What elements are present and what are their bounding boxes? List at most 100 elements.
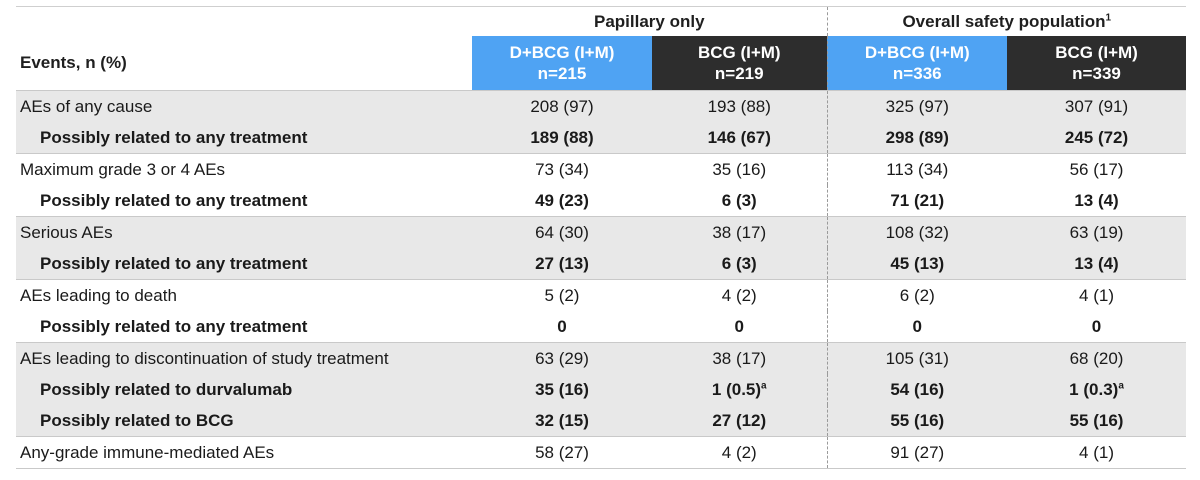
value-text: 58 (27)	[535, 442, 589, 462]
value-text: 298 (89)	[885, 127, 949, 147]
arm-n: n=219	[714, 64, 764, 83]
row-label: Possibly related to BCG	[16, 405, 472, 437]
arm-n: n=339	[1072, 64, 1121, 83]
value-text: 54 (16)	[890, 379, 945, 399]
value-text: 38 (17)	[712, 222, 767, 242]
value-cell: 58 (27)	[472, 436, 652, 469]
value-text: 91 (27)	[890, 442, 945, 462]
value-cell: 0	[1007, 311, 1186, 343]
value-cell: 1 (0.5)a	[652, 374, 828, 405]
value-cell: 63 (19)	[1007, 216, 1187, 248]
table-row: Possibly related to any treatment 189 (88…	[16, 122, 1187, 154]
value-cell: 38 (17)	[652, 342, 828, 374]
value-text: 35 (16)	[535, 379, 589, 399]
value-cell: 38 (17)	[652, 216, 828, 248]
value-text: 13 (4)	[1074, 190, 1119, 210]
value-cell: 208 (97)	[472, 90, 652, 122]
value-text: 0	[1091, 316, 1102, 336]
table-row: Possibly related to BCG 32 (15) 27 (12) 55 …	[16, 405, 1187, 437]
footnote-marker: a	[761, 379, 767, 391]
value-text: 105 (31)	[885, 348, 949, 368]
value-cell: 54 (16)	[826, 374, 1008, 405]
value-cell: 0	[652, 311, 827, 343]
value-cell: 325 (97)	[826, 90, 1008, 122]
value-cell: 71 (21)	[826, 185, 1008, 217]
table-row: Possibly related to any treatment 49 (23)…	[16, 185, 1186, 217]
footnote-marker: a	[1118, 379, 1124, 391]
arm-n: n=336	[892, 64, 942, 83]
value-cell: 0	[472, 311, 652, 343]
value-cell: 55 (16)	[1007, 405, 1187, 437]
value-text: 108 (32)	[885, 222, 949, 242]
value-text: 4 (2)	[721, 442, 757, 462]
value-cell: 35 (16)	[472, 374, 652, 405]
value-cell: 6 (3)	[652, 248, 828, 280]
value-text: 4 (2)	[721, 285, 757, 305]
safety-table-container: Papillary only Overall safety population…	[16, 6, 1187, 469]
value-cell: 13 (4)	[1007, 185, 1186, 217]
value-cell: 49 (23)	[472, 185, 652, 217]
value-text: 32 (15)	[535, 410, 589, 430]
value-text: 73 (34)	[535, 159, 589, 179]
value-text: 13 (4)	[1074, 253, 1119, 273]
value-text: 56 (17)	[1069, 159, 1124, 179]
value-cell: 91 (27)	[826, 436, 1008, 469]
value-cell: 73 (34)	[472, 153, 652, 185]
value-cell: 0	[826, 311, 1008, 343]
value-cell: 27 (12)	[652, 405, 828, 437]
value-text: 1 (0.3)	[1069, 379, 1119, 399]
value-text: 55 (16)	[890, 410, 945, 430]
arm-name: BCG (I+M)	[1055, 43, 1138, 62]
table-row: AEs leading to death 5 (2) 4 (2) 6 (2) 4 (1)	[16, 279, 1187, 311]
arm-name: BCG (I+M)	[697, 43, 781, 62]
table-row: Possibly related to durvalumab 35 (16) 1 (…	[16, 374, 1187, 405]
value-text: 71 (21)	[890, 190, 945, 210]
group-papillary-only: Papillary only	[472, 6, 828, 36]
row-label: AEs leading to discontinuation of study …	[16, 342, 472, 374]
value-text: 45 (13)	[890, 253, 945, 273]
group-overall-label: Overall safety population	[902, 11, 1106, 31]
table-row: Possibly related to any treatment 27 (13)…	[16, 248, 1187, 280]
arm-header-row: Events, n (%) D+BCG (I+M) n=215 BCG (I+M)…	[16, 36, 1187, 91]
table-row: Maximum grade 3 or 4 AEs 73 (34) 35 (16) 11…	[16, 153, 1187, 185]
table-row: Serious AEs 64 (30) 38 (17) 108 (32) 63 (19)	[16, 216, 1187, 248]
value-text: 55 (16)	[1069, 410, 1124, 430]
value-text: 0	[557, 316, 567, 336]
value-cell: 113 (34)	[826, 153, 1008, 185]
value-text: 1 (0.5)	[711, 379, 762, 399]
value-text: 4 (1)	[1079, 285, 1114, 305]
value-cell: 307 (91)	[1007, 90, 1187, 122]
arm-header-papillary-dbcg: D+BCG (I+M) n=215	[472, 36, 652, 91]
value-text: 27 (13)	[535, 253, 589, 273]
value-cell: 5 (2)	[472, 279, 652, 311]
row-label: Serious AEs	[16, 216, 472, 248]
value-text: 325 (97)	[885, 96, 949, 116]
value-text: 64 (30)	[535, 222, 589, 242]
table-row: Any-grade immune-mediated AEs 58 (27) 4 (2…	[16, 436, 1187, 469]
value-cell: 64 (30)	[472, 216, 652, 248]
value-text: 6 (3)	[721, 190, 757, 210]
value-text: 35 (16)	[712, 159, 767, 179]
value-cell: 68 (20)	[1007, 342, 1187, 374]
row-label: Possibly related to any treatment	[40, 316, 308, 336]
value-cell: 63 (29)	[472, 342, 652, 374]
value-text: 6 (3)	[721, 253, 757, 273]
adverse-events-table: Papillary only Overall safety population…	[16, 6, 1187, 469]
table-row: AEs leading to discontinuation of study …	[16, 342, 1187, 374]
row-label: Maximum grade 3 or 4 AEs	[16, 153, 472, 185]
value-cell: 105 (31)	[826, 342, 1008, 374]
value-text: 63 (19)	[1069, 222, 1124, 242]
value-text: 208 (97)	[530, 96, 594, 116]
row-label: Possibly related to any treatment	[16, 248, 472, 280]
value-cell: 13 (4)	[1007, 248, 1187, 280]
row-label: Possibly related to durvalumab	[16, 374, 472, 405]
value-cell: 193 (88)	[652, 90, 828, 122]
table-body: AEs of any cause 208 (97) 193 (88) 325 (97)…	[16, 90, 1187, 469]
value-text: 6 (2)	[899, 285, 935, 305]
value-text: 5 (2)	[544, 285, 580, 305]
value-text: 307 (91)	[1064, 96, 1129, 116]
value-cell: 45 (13)	[826, 248, 1008, 280]
value-cell: 4 (2)	[652, 279, 828, 311]
value-cell: 4 (1)	[1007, 279, 1187, 311]
group-overall-footnote: 1	[1105, 11, 1112, 23]
